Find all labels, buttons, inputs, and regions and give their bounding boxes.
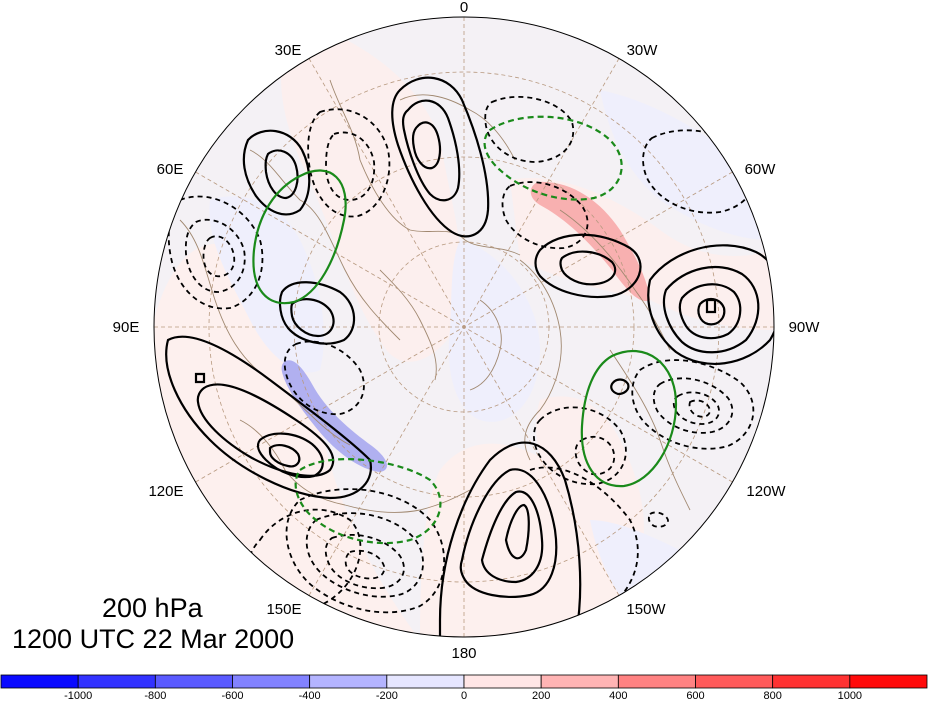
lon-label-90w: 90W <box>789 319 821 336</box>
colorbar-tick-label: -200 <box>376 690 398 702</box>
colorbar-swatch <box>232 674 311 689</box>
colorbar-tick-label: -1000 <box>64 690 92 702</box>
lon-label-90e: 90E <box>113 319 140 336</box>
lon-label-120w: 120W <box>746 483 786 500</box>
lon-label-120e: 120E <box>148 483 183 500</box>
negative-shade-region <box>209 196 324 373</box>
positive-contours <box>165 76 774 637</box>
colorbar-tick-label: 1000 <box>838 690 862 702</box>
positive-shade-region <box>281 20 463 362</box>
graticule <box>154 17 774 637</box>
colorbar-tick-label: 0 <box>461 690 467 702</box>
colorbar-swatch <box>309 674 388 689</box>
positive-shade-region <box>420 443 640 637</box>
lon-label-150w: 150W <box>626 601 666 618</box>
colorbar-tick-label: -800 <box>144 690 166 702</box>
strong-positive-band <box>530 181 650 302</box>
colorbar-tick-label: 600 <box>686 690 704 702</box>
positive-shade-region <box>536 396 644 560</box>
colorbar-swatch <box>77 674 156 689</box>
colorbar-tick-label: 400 <box>609 690 627 702</box>
pressure-level-caption: 200 hPa <box>102 593 203 623</box>
shading-layer <box>154 20 774 637</box>
datetime-caption: 1200 UTC 22 Mar 2000 <box>12 624 295 654</box>
colorbar-swatch <box>617 674 696 689</box>
lon-label-150e: 150E <box>266 601 301 618</box>
colorbar-swatch <box>463 674 542 689</box>
colorbar-tick-label: -600 <box>221 690 243 702</box>
longitude-labels: 0 30W 60W 90W 120W 150W 180 150E 120E 90… <box>113 0 821 662</box>
colorbar: -1000 -800 -600 -400 -200 0 200 400 600 800 1000 <box>0 674 928 702</box>
colorbar-swatch <box>540 674 619 689</box>
lon-label-30w: 30W <box>627 42 659 59</box>
lon-label-30e: 30E <box>275 42 302 59</box>
colorbar-swatch <box>386 674 465 689</box>
colorbar-swatch <box>772 674 851 689</box>
lon-label-180: 180 <box>451 645 476 662</box>
lon-label-60e: 60E <box>157 161 184 178</box>
colorbar-tick-label: -400 <box>299 690 321 702</box>
colorbar-swatch <box>695 674 774 689</box>
lon-label-60w: 60W <box>745 161 777 178</box>
colorbar-swatch <box>0 674 79 689</box>
green-contours <box>252 115 678 545</box>
colorbar-tick-label: 200 <box>532 690 550 702</box>
colorbar-swatch <box>154 674 233 689</box>
map-border <box>153 16 775 638</box>
coastlines <box>179 79 691 513</box>
lon-label-0: 0 <box>460 0 468 16</box>
colorbar-tick-label: 800 <box>763 690 781 702</box>
strong-negative-band <box>281 360 387 472</box>
negative-shade-region <box>448 240 540 422</box>
colorbar-swatch <box>849 674 928 689</box>
negative-shade-region <box>600 90 772 240</box>
